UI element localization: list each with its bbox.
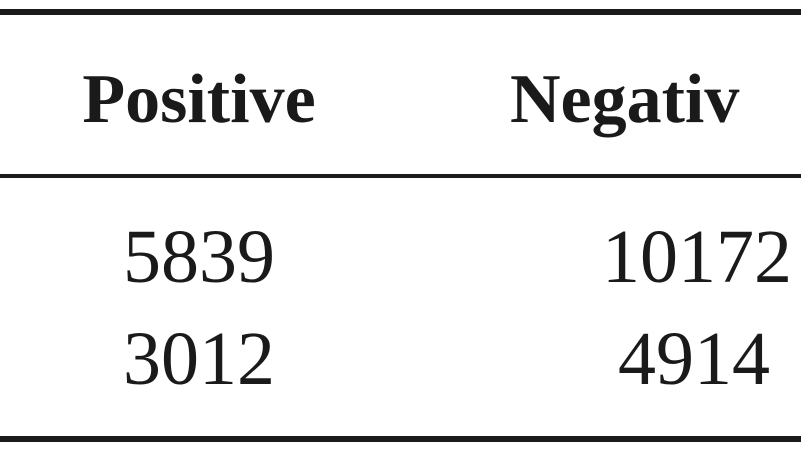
table-cell: 10172 <box>602 215 792 299</box>
bottom-rule <box>0 436 801 442</box>
top-rule <box>0 9 801 15</box>
table-cell: 4914 <box>618 317 770 401</box>
mid-rule <box>0 174 801 178</box>
table-cell: 3012 <box>123 317 275 401</box>
header-cell: Negativ <box>510 61 739 138</box>
table-cell: 5839 <box>123 215 275 299</box>
header-cell: Positive <box>82 61 315 138</box>
